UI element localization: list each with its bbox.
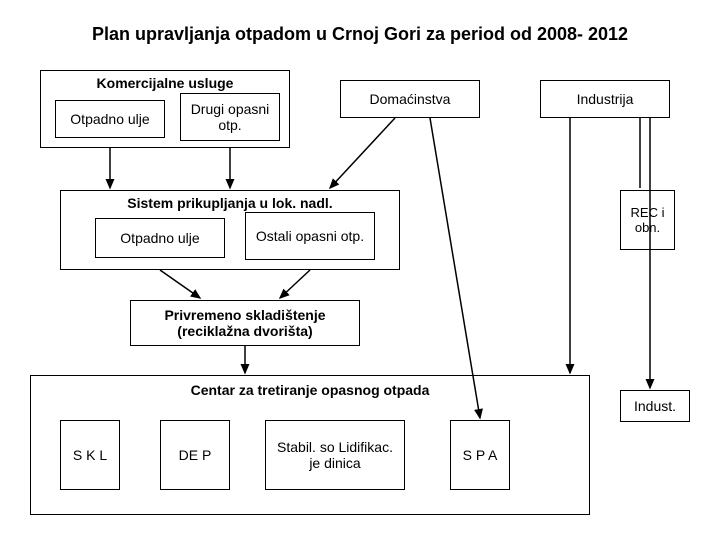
diagram-title: Plan upravljanja otpadom u Crnoj Gori za…	[0, 24, 720, 45]
box-ostali-opasni: Ostali opasni otp.	[245, 212, 375, 260]
box-otpadno-ulje-top: Otpadno ulje	[55, 100, 165, 138]
box-indust: Indust.	[620, 390, 690, 422]
label-sistem: Sistem prikupljanja u lok. nadl.	[61, 195, 399, 211]
box-otpadno-ulje-mid: Otpadno ulje	[95, 218, 225, 258]
box-rec-obn: REC i obn.	[620, 190, 675, 250]
label-centar: Centar za tretiranje opasnog otpada	[31, 382, 589, 398]
box-stabil: Stabil. so Lidifikac. je dinica	[265, 420, 405, 490]
label-komercijalne: Komercijalne usluge	[41, 75, 289, 91]
box-industrija: Industrija	[540, 80, 670, 118]
box-dep: DE P	[160, 420, 230, 490]
box-spa: S P A	[450, 420, 510, 490]
box-skl: S K L	[60, 420, 120, 490]
box-drugi-opasni: Drugi opasni otp.	[180, 93, 280, 141]
box-privremeno: Privremeno skladištenje (reciklažna dvor…	[130, 300, 360, 346]
box-domacinstva: Domaćinstva	[340, 80, 480, 118]
